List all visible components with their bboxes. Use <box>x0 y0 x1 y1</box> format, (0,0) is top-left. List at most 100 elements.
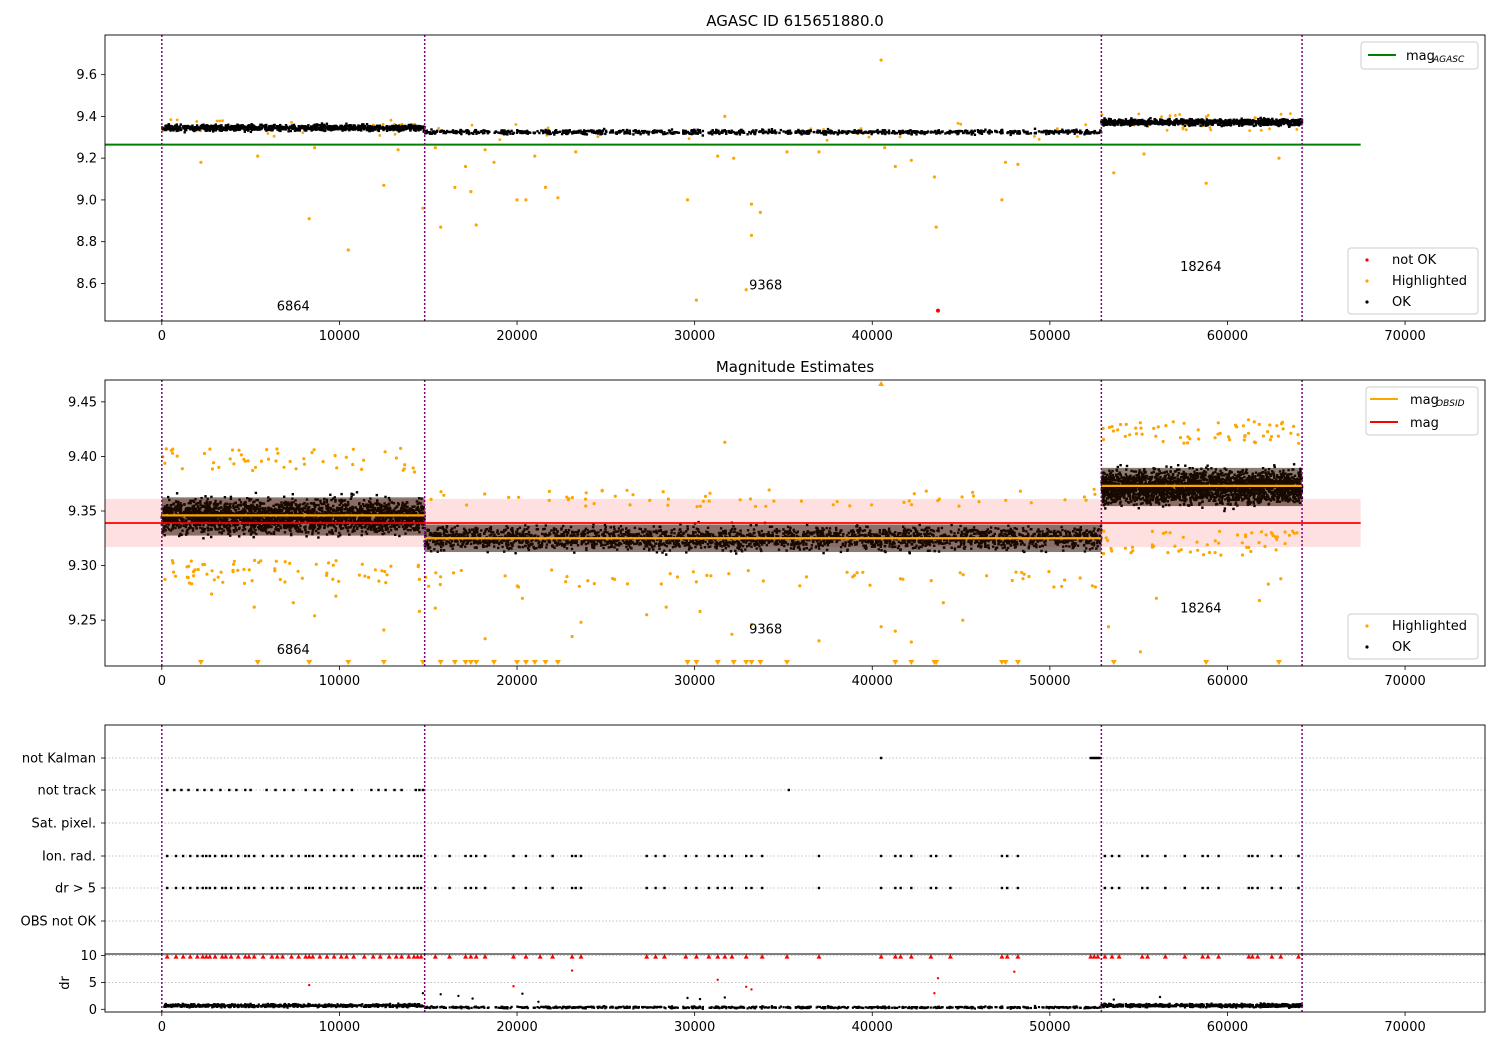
ok-point <box>1016 130 1019 133</box>
ok-point <box>450 130 454 133</box>
ok-point <box>921 131 925 135</box>
ok-point <box>1123 123 1127 126</box>
ok-point <box>696 128 699 131</box>
ok-point <box>1181 123 1185 126</box>
highlighted-point <box>173 574 178 578</box>
ok-point <box>1296 123 1299 126</box>
ok-point <box>907 131 911 134</box>
legend-box <box>1360 41 1479 70</box>
ok-point <box>1173 122 1176 125</box>
ok-point <box>773 130 776 134</box>
ok-point <box>540 129 543 132</box>
ok-point <box>381 126 384 129</box>
ok-point <box>1153 118 1156 121</box>
ok-point <box>822 133 826 136</box>
ok-point <box>1155 121 1158 124</box>
ok-point <box>243 125 247 129</box>
ok-point <box>1139 122 1142 126</box>
ok-point <box>291 126 294 130</box>
ok-point <box>191 126 194 129</box>
ok-point <box>1264 121 1268 124</box>
highlighted-point <box>1204 181 1208 185</box>
ok-point <box>1109 118 1112 121</box>
ok-point <box>1195 120 1199 124</box>
ok-point <box>171 126 174 130</box>
ok-point <box>957 129 960 133</box>
ok-point <box>369 126 373 130</box>
ok-point <box>452 129 455 133</box>
ok-point <box>1057 130 1060 134</box>
highlighted-point <box>1204 115 1208 119</box>
ok-point <box>1277 124 1280 128</box>
ok-point <box>238 128 242 131</box>
ok-point <box>911 130 914 133</box>
ok-point <box>242 125 245 128</box>
highlighted-point <box>334 559 338 563</box>
ok-point <box>224 128 227 132</box>
highlighted-point <box>312 448 316 452</box>
ok-point <box>1290 119 1293 122</box>
ok-point <box>895 132 899 135</box>
highlighted-point <box>934 225 938 229</box>
ok-point <box>1244 118 1247 122</box>
ok-point <box>1123 121 1126 124</box>
ok-point <box>544 130 547 133</box>
highlighted-point <box>189 559 193 563</box>
highlighted-point <box>785 150 789 154</box>
ok-point <box>1220 124 1223 127</box>
ok-point <box>764 130 768 133</box>
ok-point <box>238 124 241 127</box>
highlighted-point <box>283 580 287 584</box>
ok-point <box>547 129 550 133</box>
highlighted-point <box>210 569 214 573</box>
highlighted-point <box>217 465 221 469</box>
highlighted-point <box>385 573 389 577</box>
highlighted-point <box>187 564 191 568</box>
ok-point <box>344 126 348 130</box>
ok-point <box>836 131 839 135</box>
ok-point <box>782 130 785 133</box>
ok-point <box>199 124 203 128</box>
ok-point <box>1238 119 1241 122</box>
highlighted-point <box>1000 198 1004 202</box>
highlighted-point <box>327 561 331 565</box>
ok-point <box>923 130 926 134</box>
ok-point <box>1267 120 1271 124</box>
ok-point <box>749 132 752 135</box>
ok-point <box>252 536 255 539</box>
ok-point <box>409 129 412 132</box>
highlighted-point <box>411 466 415 470</box>
ok-point <box>1156 122 1159 125</box>
ok-point <box>932 131 935 134</box>
ok-point <box>1299 118 1302 121</box>
ok-point <box>729 131 733 134</box>
ok-point <box>582 129 586 132</box>
ok-point <box>1197 118 1200 121</box>
ok-point <box>736 131 739 134</box>
ok-point <box>950 131 953 134</box>
ok-point <box>389 125 392 128</box>
ok-point <box>192 128 195 131</box>
ok-point <box>384 126 387 129</box>
ok-point <box>1097 131 1100 134</box>
ok-point <box>304 125 307 128</box>
ok-point <box>305 129 308 132</box>
highlighted-point <box>716 154 720 158</box>
highlighted-point <box>1016 162 1020 166</box>
ok-point <box>1238 124 1241 127</box>
ok-point <box>236 123 239 127</box>
ok-point <box>179 126 182 130</box>
ok-point <box>185 128 188 132</box>
ok-point <box>558 130 562 133</box>
ok-point <box>229 126 232 129</box>
ok-point <box>363 124 367 128</box>
ok-point <box>1199 124 1202 127</box>
ok-point <box>1129 121 1132 124</box>
ok-point <box>365 128 369 132</box>
ok-point <box>1122 123 1125 126</box>
ok-point <box>964 129 967 132</box>
highlighted-point <box>1248 129 1252 133</box>
ok-point <box>179 128 183 132</box>
ok-point <box>1137 120 1140 124</box>
highlighted-point <box>1206 113 1210 117</box>
